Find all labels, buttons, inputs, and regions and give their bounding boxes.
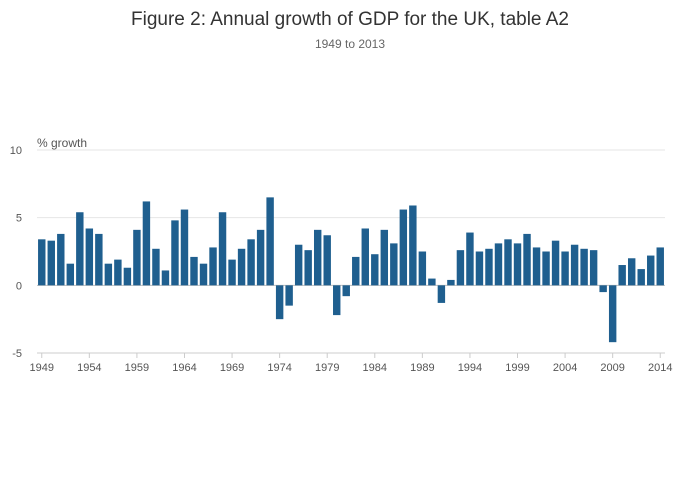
bar-2012 [637, 269, 645, 286]
bar-1970 [237, 248, 246, 286]
gridlines [37, 149, 665, 286]
bar-1985 [380, 229, 389, 286]
x-tick-label: 1969 [220, 362, 244, 374]
bar-1994 [466, 232, 474, 286]
bar-2011 [627, 258, 636, 286]
x-tick-label: 1984 [363, 362, 387, 374]
bar-1954 [85, 228, 94, 286]
bar-2002 [542, 251, 550, 286]
bar-1995 [475, 251, 484, 286]
bar-1996 [485, 248, 493, 286]
bar-1980 [333, 285, 341, 316]
bar-series [38, 197, 664, 343]
bar-2005 [570, 244, 579, 286]
bar-1986 [390, 243, 398, 286]
bar-2014 [656, 247, 664, 286]
bar-1975 [285, 285, 293, 306]
bar-2006 [580, 248, 588, 286]
bar-2003 [551, 240, 560, 286]
bar-1966 [199, 263, 208, 286]
x-tick-label: 1994 [458, 362, 482, 374]
x-tick-label: 1959 [125, 362, 149, 374]
bar-1989 [418, 251, 427, 286]
y-tick-label: 0 [16, 280, 22, 292]
bar-2004 [561, 251, 569, 286]
bar-1990 [428, 278, 436, 286]
bar-1979 [323, 235, 331, 286]
bar-1968 [218, 212, 227, 286]
bar-1959 [133, 229, 141, 286]
bar-1957 [114, 259, 122, 286]
bar-1974 [275, 285, 284, 320]
bar-2000 [523, 233, 531, 286]
bar-1987 [399, 209, 408, 286]
x-tick-label: 2004 [553, 362, 577, 374]
bar-1956 [104, 263, 113, 286]
y-tick-label: 10 [10, 145, 22, 157]
chart-title: Figure 2: Annual growth of GDP for the U… [131, 9, 569, 30]
bar-1978 [313, 229, 322, 286]
bar-1999 [513, 243, 522, 286]
bar-1953 [76, 212, 84, 286]
bar-1988 [409, 205, 417, 286]
x-axis: 1949 1954 1959 1964 1969 1974 1979 1984 1989 1994… [30, 352, 672, 374]
y-unit-label: % growth [37, 136, 87, 150]
bar-1971 [247, 239, 255, 286]
x-tick-label: 1974 [267, 362, 291, 374]
y-tick-label: -5 [12, 348, 22, 360]
bar-1983 [361, 228, 369, 286]
bar-1984 [371, 254, 379, 286]
bar-1977 [304, 250, 312, 286]
bar-1967 [209, 247, 217, 286]
x-tick-label: 1989 [410, 362, 434, 374]
bar-1976 [294, 244, 303, 286]
bar-1952 [66, 263, 75, 286]
bar-1965 [190, 256, 198, 286]
bar-1982 [352, 256, 360, 286]
bar-2007 [589, 250, 598, 286]
bar-2010 [618, 265, 626, 286]
x-tick-label: 1979 [315, 362, 339, 374]
bar-1997 [494, 243, 503, 286]
bar-1963 [171, 220, 179, 286]
bar-1972 [256, 229, 265, 286]
bar-1964 [180, 209, 189, 286]
y-tick-label: 5 [16, 213, 22, 225]
bar-1950 [47, 240, 55, 286]
bar-1973 [266, 197, 274, 286]
bar-1962 [161, 270, 170, 286]
bar-1961 [152, 248, 160, 286]
x-tick-label: 1954 [77, 362, 101, 374]
x-tick-label: 2009 [600, 362, 624, 374]
bar-2013 [647, 255, 655, 286]
x-tick-label: 1999 [505, 362, 529, 374]
bar-2008 [599, 285, 607, 293]
x-tick-label: 1964 [172, 362, 196, 374]
bar-1998 [504, 239, 512, 286]
bar-1960 [142, 201, 151, 286]
bar-1991 [437, 285, 446, 303]
bar-2009 [608, 285, 617, 343]
bar-1958 [123, 267, 132, 286]
chart-subtitle: 1949 to 2013 [315, 37, 385, 51]
bar-1992 [447, 279, 455, 286]
bar-1949 [38, 239, 46, 286]
bar-1951 [57, 233, 65, 286]
bar-1981 [342, 285, 350, 297]
bar-1993 [456, 250, 465, 286]
x-tick-label: 2014 [648, 362, 672, 374]
bar-1955 [95, 233, 103, 286]
bar-2001 [532, 247, 541, 286]
x-tick-label: 1949 [30, 362, 54, 374]
y-axis-tick-labels: 10 5 0 -5 [10, 145, 22, 360]
bar-1969 [228, 259, 236, 286]
